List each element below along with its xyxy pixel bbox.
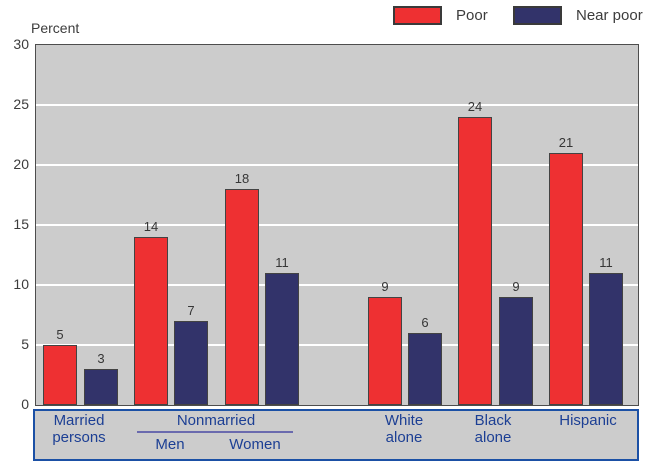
bar-poor-hispanic: [549, 153, 583, 405]
bar-value-label: 21: [558, 135, 574, 150]
y-tick-label: 20: [13, 156, 29, 172]
category-label-line: alone: [385, 429, 423, 446]
bar-value-label: 14: [143, 219, 159, 234]
gridline-10: [36, 284, 638, 286]
bar-poor-black-alone: [458, 117, 492, 405]
category-label-men: Men: [155, 436, 185, 453]
bar-near-poor-white-alone: [408, 333, 442, 405]
bar-value-label: 3: [97, 351, 105, 366]
bar-near-poor-married-persons: [84, 369, 118, 405]
y-tick-label: 0: [21, 396, 29, 412]
category-label-hispanic: Hispanic: [559, 412, 617, 429]
legend-label-near-poor: Near poor: [576, 7, 643, 24]
category-label-line: persons: [52, 429, 106, 446]
x-axis-label-box: [33, 409, 639, 461]
y-tick-label: 15: [13, 216, 29, 232]
bar-poor-married-persons: [43, 345, 77, 405]
category-label-black-alone: Black alone: [475, 412, 512, 446]
legend-label-poor: Poor: [456, 7, 488, 24]
bar-value-label: 9: [512, 279, 520, 294]
bar-value-label: 9: [381, 279, 389, 294]
bar-poor-white-alone: [368, 297, 402, 405]
gridline-15: [36, 224, 638, 226]
gridline-5: [36, 344, 638, 346]
plot-area: 5 3 14 7 18 11 9 6 24 9 21 11: [35, 44, 639, 406]
y-tick-label: 5: [21, 336, 29, 352]
category-label-line: Married: [53, 412, 105, 429]
category-label-line: White: [384, 412, 424, 429]
bar-value-label: 5: [56, 327, 64, 342]
bar-near-poor-hispanic: [589, 273, 623, 405]
bar-near-poor-nonmarried-women: [265, 273, 299, 405]
category-label-women: Women: [229, 436, 281, 453]
y-tick-label: 10: [13, 276, 29, 292]
bar-near-poor-nonmarried-men: [174, 321, 208, 405]
bar-poor-nonmarried-women: [225, 189, 259, 405]
y-axis-title: Percent: [31, 20, 80, 36]
category-label-nonmarried: Nonmarried: [176, 412, 256, 429]
category-label-line: alone: [474, 429, 512, 446]
y-tick-label: 25: [13, 96, 29, 112]
category-label-line: Black: [474, 412, 512, 429]
legend-swatch-near-poor: [513, 6, 562, 25]
gridline-20: [36, 164, 638, 166]
bar-near-poor-black-alone: [499, 297, 533, 405]
category-label-married-persons: Married persons: [52, 412, 105, 446]
bar-value-label: 24: [467, 99, 483, 114]
bar-value-label: 6: [421, 315, 429, 330]
y-tick-label: 30: [13, 36, 29, 52]
bar-value-label: 11: [275, 255, 289, 270]
nonmarried-underline: [137, 431, 293, 433]
gridline-25: [36, 104, 638, 106]
bar-value-label: 7: [187, 303, 195, 318]
category-label-white-alone: White alone: [385, 412, 423, 446]
bar-value-label: 11: [599, 255, 613, 270]
legend-swatch-poor: [393, 6, 442, 25]
bar-value-label: 18: [234, 171, 250, 186]
bar-poor-nonmarried-men: [134, 237, 168, 405]
